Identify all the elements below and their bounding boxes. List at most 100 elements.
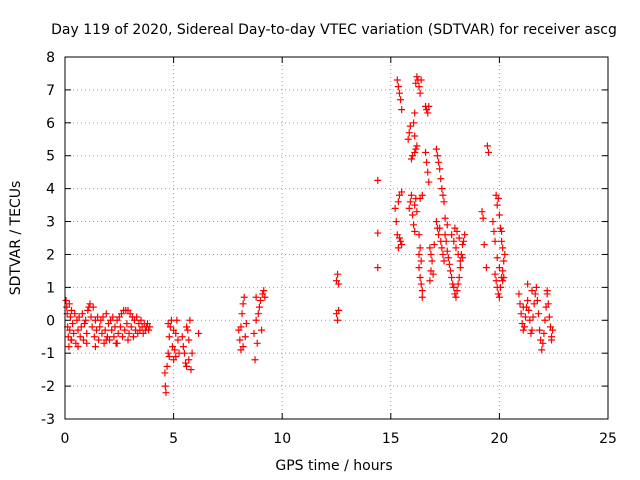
data-point — [435, 158, 443, 166]
data-point — [179, 343, 187, 351]
data-point — [458, 254, 466, 262]
data-point — [255, 303, 263, 311]
data-point — [453, 287, 461, 295]
data-point — [145, 326, 153, 334]
data-point — [178, 333, 186, 341]
data-point — [335, 306, 343, 314]
data-point — [496, 224, 504, 232]
data-point — [82, 316, 90, 324]
data-point — [83, 329, 91, 337]
data-point — [162, 389, 170, 397]
data-point — [549, 326, 557, 334]
data-point — [524, 297, 532, 305]
data-point — [415, 264, 423, 272]
data-point — [415, 250, 423, 258]
data-point — [427, 267, 435, 275]
data-point — [99, 313, 107, 321]
data-point — [109, 313, 117, 321]
data-point — [450, 283, 458, 291]
data-point — [439, 191, 447, 199]
data-point — [165, 352, 173, 360]
data-point — [114, 329, 122, 337]
data-point — [407, 191, 415, 199]
data-point — [499, 244, 507, 252]
data-point — [450, 237, 458, 245]
data-point — [69, 320, 77, 328]
data-point — [172, 352, 180, 360]
data-point — [195, 329, 203, 337]
data-point — [397, 237, 405, 245]
data-point — [393, 76, 401, 84]
data-point — [121, 326, 129, 334]
y-tick-label: -3 — [41, 412, 55, 428]
data-point — [123, 320, 131, 328]
data-point — [444, 254, 452, 262]
data-point — [480, 241, 488, 249]
data-point — [411, 201, 419, 209]
data-point — [258, 326, 266, 334]
data-point — [498, 227, 506, 235]
data-point — [413, 208, 421, 216]
data-point — [397, 96, 405, 104]
data-point — [180, 349, 188, 357]
y-tick-label: -1 — [41, 346, 55, 362]
data-point — [239, 343, 247, 351]
data-point — [79, 336, 87, 344]
data-point — [528, 287, 536, 295]
data-point — [71, 310, 79, 318]
data-point — [493, 201, 501, 209]
data-point — [485, 148, 493, 156]
data-point — [494, 195, 502, 203]
data-point — [404, 135, 412, 143]
data-point — [520, 323, 528, 331]
data-point — [395, 234, 403, 242]
data-point — [527, 329, 535, 337]
data-point — [119, 333, 127, 341]
data-point — [334, 316, 342, 324]
data-point — [66, 313, 74, 321]
data-point — [250, 329, 258, 337]
data-point — [455, 273, 463, 281]
data-point — [171, 346, 179, 354]
data-point — [411, 109, 419, 117]
data-point — [519, 303, 527, 311]
data-point — [124, 336, 132, 344]
data-point — [183, 362, 191, 370]
data-point — [532, 283, 540, 291]
data-point — [66, 326, 74, 334]
data-point — [426, 277, 434, 285]
data-point — [498, 237, 506, 245]
data-point — [163, 362, 171, 370]
data-points — [62, 73, 557, 397]
data-point — [447, 267, 455, 275]
data-point — [146, 323, 154, 331]
data-point — [127, 323, 135, 331]
data-point — [188, 349, 196, 357]
data-point — [110, 333, 118, 341]
data-point — [108, 326, 116, 334]
data-point — [440, 198, 448, 206]
data-point — [405, 204, 413, 212]
data-point — [165, 333, 173, 341]
data-point — [161, 369, 169, 377]
data-point — [185, 336, 193, 344]
data-point — [492, 277, 500, 285]
data-point — [116, 323, 124, 331]
data-point — [494, 290, 502, 298]
data-point — [427, 250, 435, 258]
data-point — [435, 231, 443, 239]
data-point — [460, 237, 468, 245]
data-point — [394, 198, 402, 206]
data-point — [483, 142, 491, 150]
data-point — [91, 343, 99, 351]
data-point — [539, 339, 547, 347]
data-point — [521, 313, 529, 321]
data-point — [84, 306, 92, 314]
data-point — [413, 142, 421, 150]
data-point — [76, 333, 84, 341]
data-point — [101, 326, 109, 334]
data-point — [406, 122, 414, 130]
data-point — [413, 73, 421, 81]
plot-frame — [64, 56, 609, 420]
